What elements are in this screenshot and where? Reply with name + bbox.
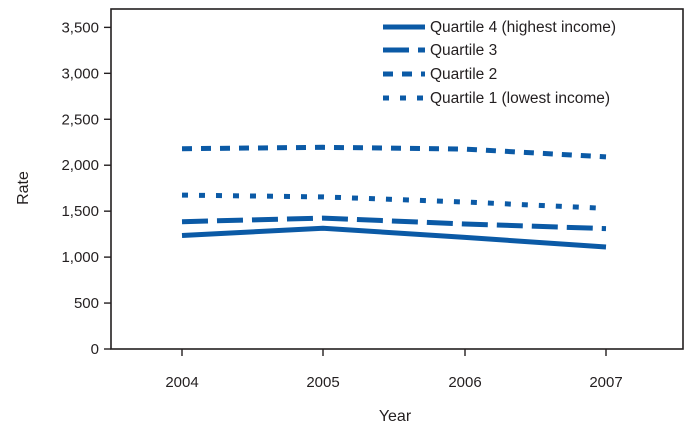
x-tick-label: 2005 bbox=[306, 374, 339, 391]
y-tick-label: 3,000 bbox=[61, 65, 99, 82]
x-axis-title: Year bbox=[379, 408, 412, 425]
legend: Quartile 4 (highest income) Quartile 3 Qua… bbox=[383, 19, 616, 107]
y-tick-label: 1,000 bbox=[61, 249, 99, 266]
series-line-2 bbox=[181, 215, 607, 232]
series-line-4 bbox=[181, 192, 607, 211]
x-tick-label: 2004 bbox=[165, 374, 198, 391]
y-tick-label: 2,000 bbox=[61, 157, 99, 174]
legend-label-1: Quartile 4 (highest income) bbox=[430, 19, 616, 36]
y-axis-title: Rate bbox=[15, 171, 32, 205]
y-tick-label: 2,500 bbox=[61, 111, 99, 128]
plot-area-frame bbox=[110, 8, 684, 350]
y-tick-label: 1,500 bbox=[61, 203, 99, 220]
x-tick-label: 2006 bbox=[448, 374, 481, 391]
y-tick-label: 0 bbox=[91, 341, 99, 358]
x-tick-label: 2007 bbox=[589, 374, 622, 391]
y-axis: 0 500 1,000 1,500 2,000 2,500 3,000 3,500 bbox=[61, 19, 111, 358]
y-tick-label: 3,500 bbox=[61, 19, 99, 36]
series-layer bbox=[181, 144, 607, 250]
x-axis: 2004 2005 2006 2007 bbox=[165, 349, 623, 391]
legend-label-4: Quartile 1 (lowest income) bbox=[430, 90, 610, 107]
series-line-3 bbox=[181, 144, 607, 160]
y-tick-label: 500 bbox=[74, 295, 99, 312]
legend-label-3: Quartile 2 bbox=[430, 66, 497, 83]
series-line-1 bbox=[181, 225, 607, 250]
legend-label-2: Quartile 3 bbox=[430, 42, 497, 59]
